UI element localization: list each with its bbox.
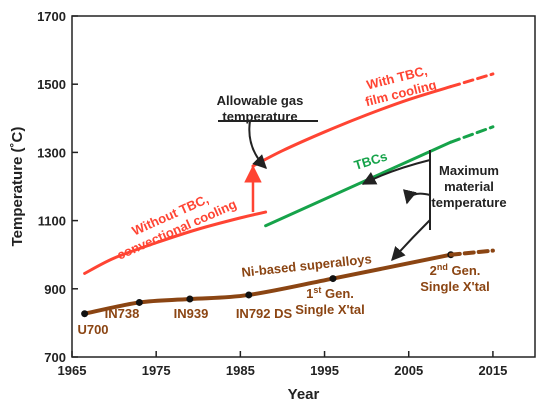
x-tick-label: 1965 (58, 363, 87, 378)
series-marker (245, 291, 253, 299)
material-callout-arrow-alloy (391, 219, 431, 262)
alloy-label: IN792 DS (236, 306, 293, 321)
alloy-label: U700 (77, 322, 108, 337)
material-callout-arrow-tbc (361, 159, 431, 185)
series-line-1 (251, 85, 453, 168)
x-tick-label: 1985 (226, 363, 255, 378)
series-line-6 (448, 248, 495, 257)
plot-frame (71, 15, 536, 358)
x-tick-label: 1995 (310, 363, 339, 378)
series-marker (81, 310, 89, 318)
x-axis-title: Year (288, 386, 320, 403)
gas-callout-arrow (248, 120, 267, 169)
y-tick-label: 700 (44, 350, 66, 365)
annotation-label: Maximum material temperature (431, 163, 506, 210)
alloy-label: IN738 (105, 306, 140, 321)
annotation-label: Allowable gas temperature (217, 93, 304, 124)
y-axis-title: Temperature (˚C) (9, 127, 26, 247)
alloy-label: 1st Gen. Single X'tal (295, 285, 365, 317)
series-line-2 (449, 72, 495, 89)
y-tick-label: 1100 (38, 214, 66, 229)
x-tick-label: 2005 (394, 363, 423, 378)
x-tick-label: 1975 (142, 363, 171, 378)
alloy-label: IN939 (174, 306, 209, 321)
series-line-4 (449, 125, 495, 144)
material-callout-arrow-mid (403, 189, 431, 205)
y-tick-label: 1500 (37, 77, 66, 92)
y-tick-label: 1300 (37, 145, 66, 160)
series-line-3 (264, 140, 453, 228)
y-tick-label: 900 (44, 282, 66, 297)
series-marker (186, 295, 194, 303)
series-marker (329, 275, 337, 283)
annotation-label: TBCs (352, 149, 389, 173)
series-marker (135, 298, 143, 306)
series-line-0 (83, 210, 268, 275)
x-tick-label: 2015 (478, 363, 507, 378)
y-tick-label: 1700 (37, 9, 66, 24)
alloy-label: 2nd Gen. Single X'tal (420, 262, 490, 294)
